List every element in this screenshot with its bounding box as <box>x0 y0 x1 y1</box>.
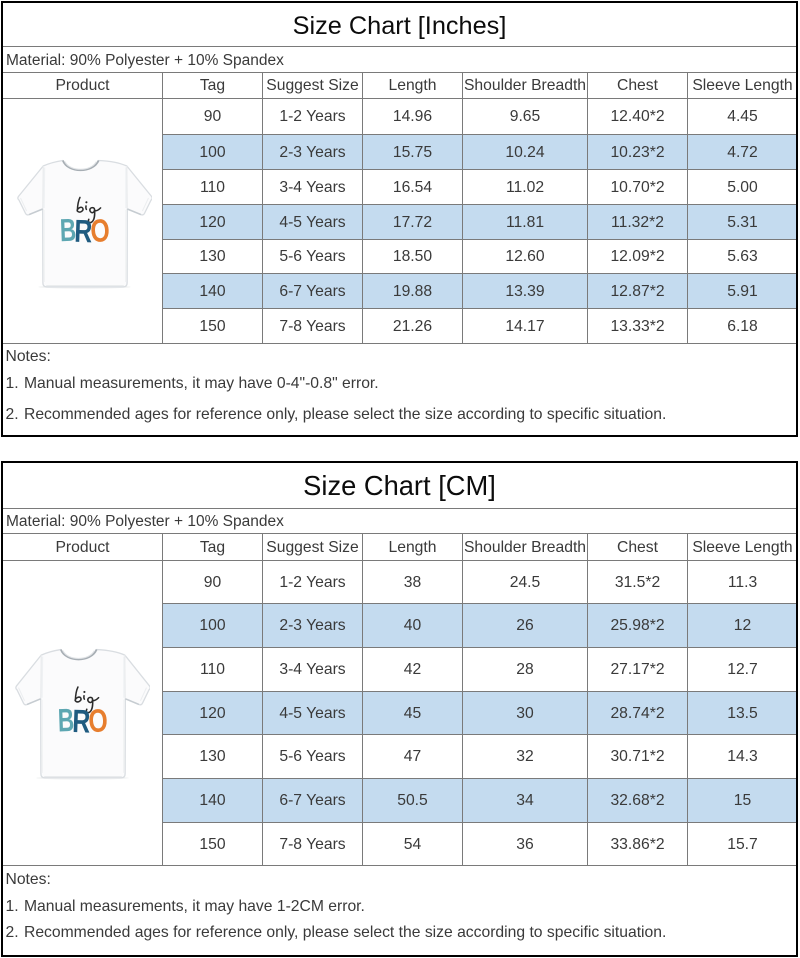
svg-text:B: B <box>57 701 75 738</box>
svg-text:O: O <box>88 703 109 740</box>
svg-text:R: R <box>72 703 91 740</box>
svg-text:B: B <box>59 211 77 247</box>
svg-text:R: R <box>74 213 93 249</box>
svg-text:O: O <box>90 213 111 250</box>
